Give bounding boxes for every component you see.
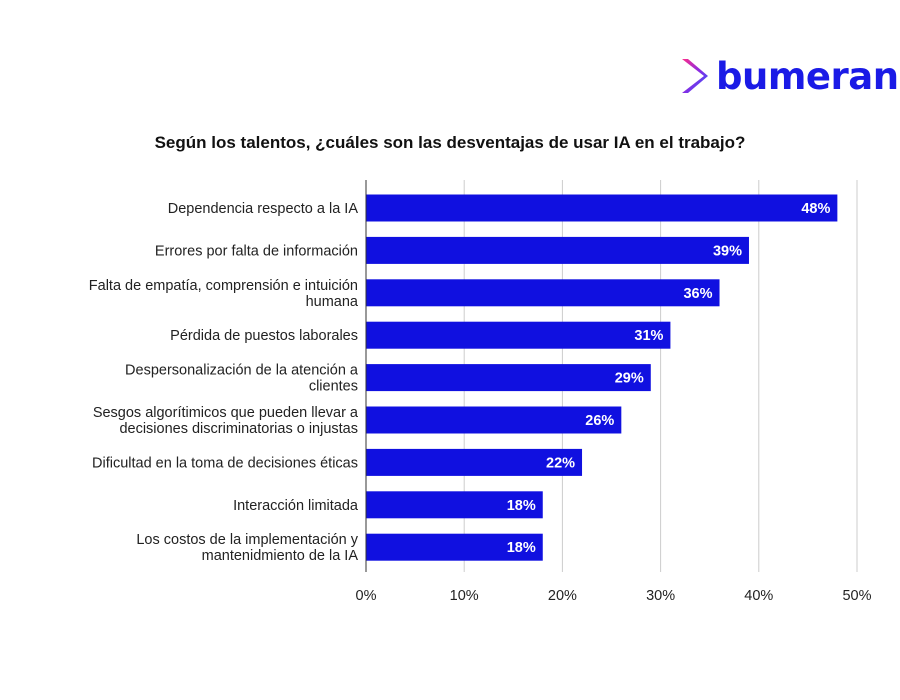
category-labels: Dependencia respecto a la IA Errores por …	[89, 201, 359, 564]
category-label: Errores por falta de información	[155, 243, 358, 259]
bar-value-label: 36%	[683, 286, 712, 302]
category-label: Sesgos algorítimicos que pueden llevar a	[93, 405, 359, 421]
bar	[366, 279, 720, 307]
bar-value-label: 31%	[634, 328, 663, 344]
category-label: Pérdida de puestos laborales	[170, 328, 358, 344]
bar	[366, 533, 543, 561]
category-label: decisiones discriminatorias o injustas	[119, 421, 358, 437]
category-label: Dependencia respecto a la IA	[168, 201, 359, 217]
category-label: mantenidmiento de la IA	[202, 548, 359, 564]
bar	[366, 321, 671, 349]
bumeran-logo: bumeran	[678, 56, 899, 96]
x-tick-label: 10%	[450, 588, 479, 604]
x-tick-label: 20%	[548, 588, 577, 604]
bar-value-label: 26%	[585, 413, 614, 429]
bar-value-label: 22%	[546, 455, 575, 471]
bumeran-chevron-logo-icon	[682, 59, 708, 93]
category-label: Despersonalización de la atención a	[125, 363, 359, 379]
category-label: Interacción limitada	[233, 498, 359, 514]
bar-value-label: 39%	[713, 243, 742, 259]
category-label: Dificultad en la toma de decisiones étic…	[92, 455, 358, 471]
x-tick-label: 40%	[744, 588, 773, 604]
bar	[366, 491, 543, 519]
x-tick-label: 0%	[356, 588, 377, 604]
bar	[366, 236, 749, 264]
bar-value-label: 18%	[507, 498, 536, 514]
bar-value-label: 18%	[507, 540, 536, 556]
category-label: humana	[306, 294, 359, 310]
bar-value-label: 29%	[615, 371, 644, 387]
category-label: Falta de empatía, comprensión e intuició…	[89, 278, 358, 294]
x-tick-label: 50%	[842, 588, 871, 604]
bar-value-label: 48%	[801, 201, 830, 217]
chart-title: Según los talentos, ¿cuáles son las desv…	[154, 133, 746, 152]
x-tick-label: 30%	[646, 588, 675, 604]
bars: 48% 39% 36% 31% 29% 26% 22% 18% 18%	[366, 194, 838, 561]
category-label: Los costos de la implementación y	[136, 532, 358, 548]
bar	[366, 194, 838, 222]
bar	[366, 448, 583, 476]
bar	[366, 364, 651, 392]
bar	[366, 406, 622, 434]
x-axis-ticks: 0% 10% 20% 30% 40% 50%	[356, 588, 872, 604]
category-label: clientes	[309, 379, 358, 395]
bumeran-wordmark: bumeran	[716, 54, 899, 98]
